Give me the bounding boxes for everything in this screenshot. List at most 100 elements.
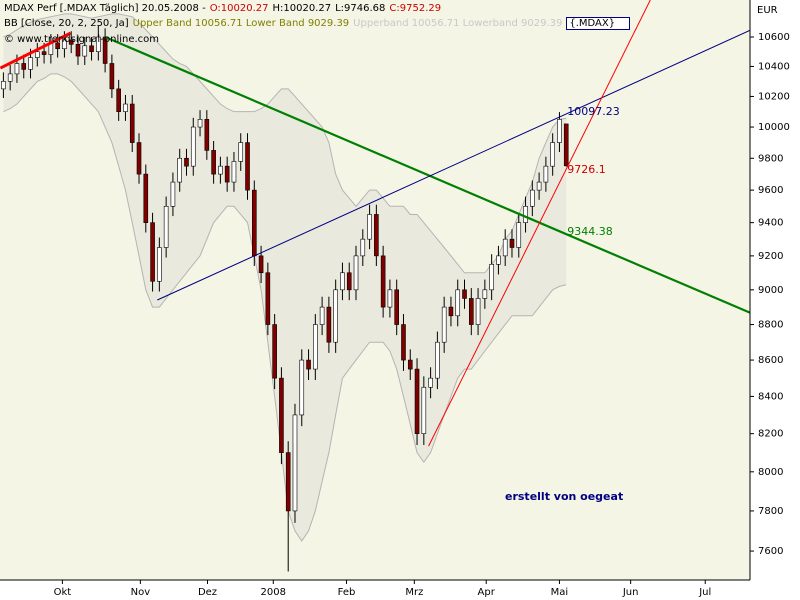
candle-body [258,255,264,274]
band-upper [3,13,567,274]
candle-body [489,263,494,291]
candle-body [28,57,33,70]
candle-body [184,157,189,167]
header-title: MDAX Perf [.MDAX Täglich] 20.05.2008 - [4,3,206,14]
candle-body [251,189,257,257]
candle-body [441,306,447,343]
candle-body [285,452,291,512]
candle-body [340,272,345,291]
candle-body [394,289,399,325]
watermark: © www.trendsignal-online.com [4,34,160,45]
symbol: {.MDAX} [566,17,631,30]
annotation: 9726.1 [567,163,606,176]
candle-body [96,36,101,52]
candle-body [563,123,569,167]
candle-body [55,42,60,50]
candle-body [231,161,237,183]
trend-line [157,29,750,301]
candle-body [190,126,196,167]
candle-body [62,39,67,50]
candle-body [68,39,74,45]
candle-body [475,298,481,325]
annotation: 9344.38 [567,225,613,238]
candle-body [21,63,27,70]
candle-body [157,247,162,282]
candle-body [319,306,325,325]
currency: EUR [757,5,778,16]
candle-body [543,165,549,183]
header-line-2: BB [Close, 20, 2, 250, Ja] Upper Band 100… [4,17,634,30]
ohlc-value: H:10020.27 [272,3,332,14]
x-tick-label: 2008 [261,587,286,598]
bands-label-faded: Upperband 10056.71 Lowerband 9029.39 [353,18,563,29]
candle-body [496,255,501,265]
candle-body [136,142,142,175]
y-tick-label: 7600 [758,546,783,557]
candle-body [279,377,284,453]
candle-body [435,341,440,379]
ohlc-value: L:9746.68 [335,3,386,14]
y-tick-label: 9800 [758,153,783,164]
y-tick-label: 9200 [758,251,783,262]
candle-body [245,142,250,191]
candle-body [482,289,488,299]
candle-body [401,324,406,361]
indicator: BB [Close, 20, 2, 250, Ja] [4,18,129,29]
y-tick-label: 10400 [758,61,790,72]
candle-body [455,289,461,317]
candle-body [292,414,298,512]
trend-line [428,0,651,447]
candle-body [557,119,562,143]
header-line-1: MDAX Perf [.MDAX Täglich] 20.05.2008 - O:… [4,3,449,15]
candle-body [421,386,427,434]
candle-body [238,142,244,162]
x-tick-label: Jul [698,587,711,598]
candle-body [177,157,183,183]
header-line-3: © www.trendsignal-online.com [4,34,163,46]
candle-body [123,103,128,112]
y-tick-label: 10200 [758,91,790,102]
y-tick-label: 10600 [758,32,790,43]
candle-body [82,45,88,57]
candle-body [313,324,318,370]
candle-body [75,44,81,57]
trend-line [0,31,72,70]
candle-body [224,165,230,183]
x-tick-label: Okt [54,587,72,598]
y-tick-label: 9000 [758,285,783,296]
x-tick-label: Jun [622,587,639,598]
candle-body [89,45,94,52]
x-tick-label: Feb [338,587,356,598]
candle-body [509,238,515,248]
candle-body [163,205,169,248]
band-lower [3,73,567,542]
candle-body [197,119,203,128]
candle-body [143,173,149,223]
candle-body [109,63,115,90]
candle-body [116,88,121,112]
candle-body [326,306,332,343]
candle-body [367,214,372,240]
x-tick-label: Apr [478,587,496,598]
candle-body [523,205,528,223]
candle-body [211,150,216,175]
candle-body [380,255,386,308]
candle-body [306,359,311,370]
candle-body [272,324,277,379]
y-tick-label: 8600 [758,355,783,366]
candle-body [353,255,359,291]
x-tick-label: Mai [551,587,569,598]
candle-body [170,181,176,207]
trend-line [104,36,750,314]
y-tick-label: 7800 [758,506,783,517]
candle-body [265,272,271,325]
x-tick-label: Mrz [405,587,423,598]
candle-body [218,165,223,175]
y-tick-label: 8200 [758,429,783,440]
annotation: 10097.23 [567,105,620,118]
candle-body [204,119,210,151]
candle-body [387,289,393,308]
ohlc-value: O:10020.27 [209,3,269,14]
candle-body [414,368,420,434]
footnote: erstellt von oegeat [505,490,623,503]
